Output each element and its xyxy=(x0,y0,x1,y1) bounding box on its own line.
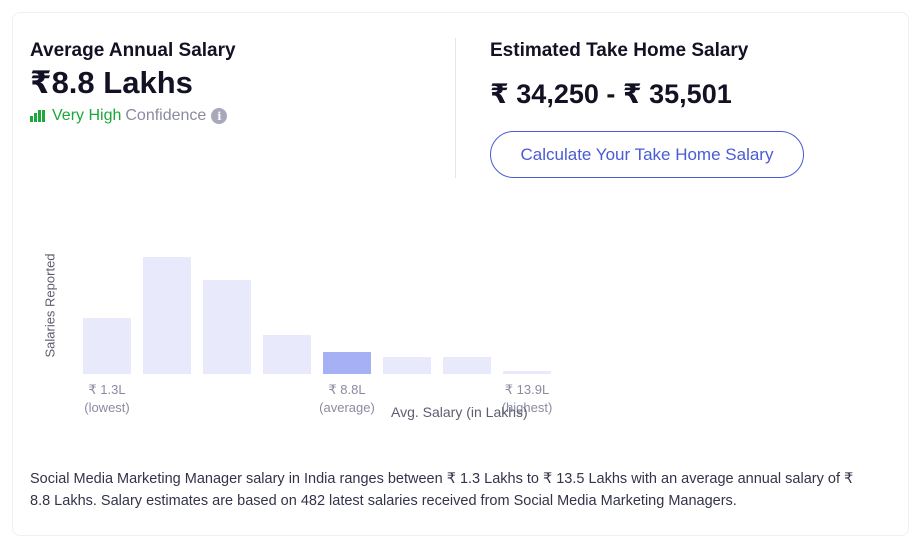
chart-bar xyxy=(503,371,551,374)
salary-description: Social Media Marketing Manager salary in… xyxy=(30,471,854,509)
salary-distribution-chart: Salaries Reported ₹ 1.3L (lowest) ₹ 8.8L (a… xyxy=(33,228,593,428)
chart-bar xyxy=(323,352,371,374)
confidence-label: Confidence xyxy=(125,107,207,124)
x-tick-caption: (highest) xyxy=(501,400,553,415)
chart-bars: ₹ 1.3L (lowest) ₹ 8.8L (average) ₹ 13.9L (hig… xyxy=(33,228,593,428)
chart-bar xyxy=(443,357,491,374)
x-axis-label: Avg. Salary (in Lakhs) xyxy=(391,404,528,420)
confidence-indicator: Very High Confidence i xyxy=(30,107,228,125)
info-icon[interactable]: i xyxy=(211,108,228,124)
x-tick-label: ₹ 1.3L (lowest) xyxy=(62,382,152,415)
average-salary-value: ₹8.8 Lakhs xyxy=(30,65,193,100)
x-tick-label: ₹ 13.9L (highest) xyxy=(482,382,572,415)
x-tick-value: ₹ 13.9L xyxy=(504,382,550,397)
chart-bar xyxy=(143,257,191,374)
x-tick-value: ₹ 1.3L xyxy=(88,382,126,397)
average-salary-title: Average Annual Salary xyxy=(30,40,236,61)
salary-card: Average Annual Salary ₹8.8 Lakhs Very Hi… xyxy=(12,12,909,536)
calculate-take-home-button[interactable]: Calculate Your Take Home Salary xyxy=(490,131,804,178)
x-tick-caption: (lowest) xyxy=(84,400,130,415)
chart-bar xyxy=(203,280,251,374)
take-home-title: Estimated Take Home Salary xyxy=(490,40,749,61)
x-tick-value: ₹ 8.8L xyxy=(328,382,366,397)
section-divider xyxy=(455,38,456,178)
signal-bars-icon xyxy=(30,110,46,122)
chart-bar xyxy=(263,335,311,374)
take-home-value: ₹ 34,250 - ₹ 35,501 xyxy=(490,79,732,109)
chart-bar xyxy=(83,318,131,374)
chart-bar xyxy=(383,357,431,374)
x-tick-label: ₹ 8.8L (average) xyxy=(302,382,392,415)
x-tick-caption: (average) xyxy=(319,400,375,415)
confidence-level: Very High xyxy=(52,107,122,124)
